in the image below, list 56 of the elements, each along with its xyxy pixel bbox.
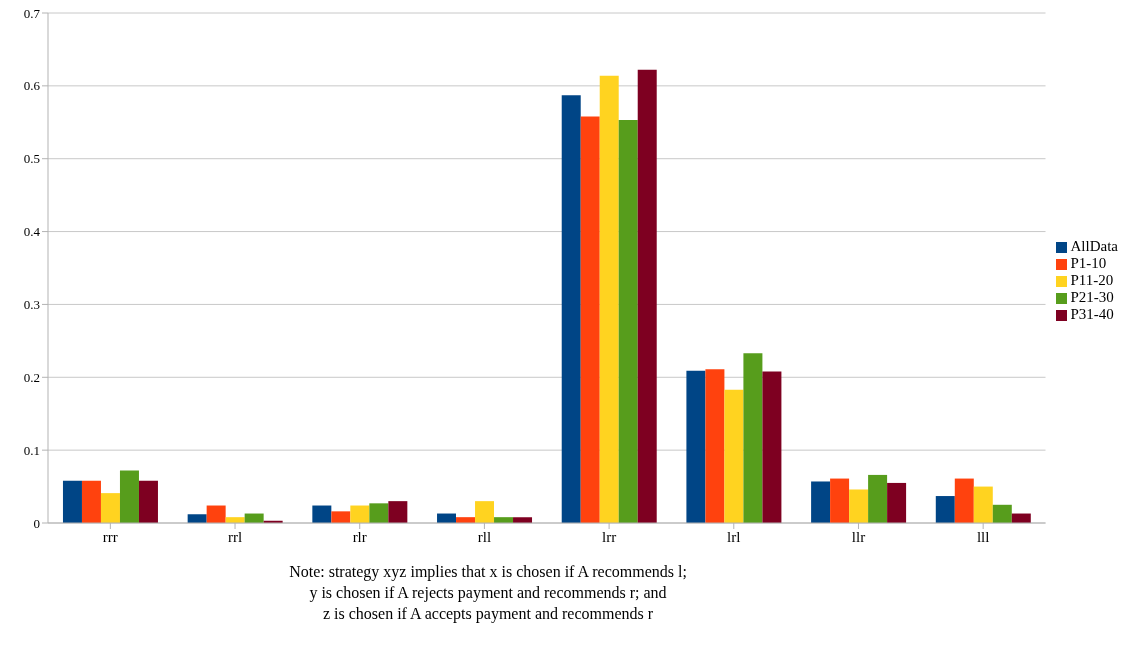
legend-label: P11-20	[1070, 272, 1114, 288]
legend-label: P21-30	[1070, 289, 1114, 305]
bar	[724, 389, 744, 523]
bar	[561, 95, 581, 523]
x-tick-label: lrl	[727, 528, 741, 545]
bar	[618, 120, 638, 523]
bar	[62, 480, 82, 523]
bar	[388, 501, 408, 523]
text: Note: strategy xyz implies that x is chosen if A recommends l;	[288, 562, 688, 582]
x-tick-label: rrl	[227, 528, 243, 545]
bar	[187, 514, 207, 523]
x-tick-label: lrr	[602, 528, 617, 545]
bar	[81, 480, 101, 523]
x-tick-label: llr	[851, 528, 866, 545]
bar	[973, 486, 993, 523]
y-tick-label: 0.3	[23, 297, 40, 313]
bar	[992, 504, 1012, 523]
text: z is chosen if A accepts payment and recommends r	[321, 604, 655, 624]
bar	[762, 371, 782, 523]
bar	[475, 501, 495, 523]
bar	[686, 370, 706, 523]
bar	[331, 511, 351, 523]
y-tick-label: 0.1	[23, 442, 40, 458]
legend-label: P31-40	[1070, 306, 1114, 322]
x-tick-label: lll	[976, 528, 990, 545]
y-tick-label: 0.4	[23, 224, 41, 240]
bar	[705, 369, 725, 523]
bar	[119, 470, 139, 523]
y-tick-label: 0.7	[23, 5, 41, 21]
legend-label: AllData	[1070, 238, 1118, 254]
y-tick-label: 0	[33, 515, 40, 531]
bar	[312, 505, 332, 523]
x-tick-label: rrr	[102, 528, 118, 545]
y-tick-label: 0.6	[23, 78, 41, 94]
bar	[369, 503, 389, 523]
bar	[954, 478, 974, 523]
text: y is chosen if A rejects payment and recommends r; and	[308, 583, 668, 603]
bar	[350, 505, 370, 523]
bar	[811, 481, 831, 523]
bar	[599, 75, 619, 523]
bar	[743, 353, 763, 523]
bar	[868, 474, 888, 523]
bar	[637, 69, 657, 523]
bar	[830, 478, 850, 523]
x-tick-label: rlr	[352, 528, 367, 545]
bar	[887, 482, 907, 523]
bar	[100, 493, 120, 523]
legend-label: P1-10	[1070, 255, 1107, 271]
y-tick-label: 0.5	[23, 151, 40, 167]
bar	[206, 505, 226, 523]
x-tick-label: rll	[477, 528, 492, 545]
bar	[580, 116, 600, 523]
bar	[849, 489, 869, 523]
bar	[138, 480, 158, 523]
y-tick-label: 0.2	[23, 369, 40, 385]
bar	[935, 496, 955, 523]
